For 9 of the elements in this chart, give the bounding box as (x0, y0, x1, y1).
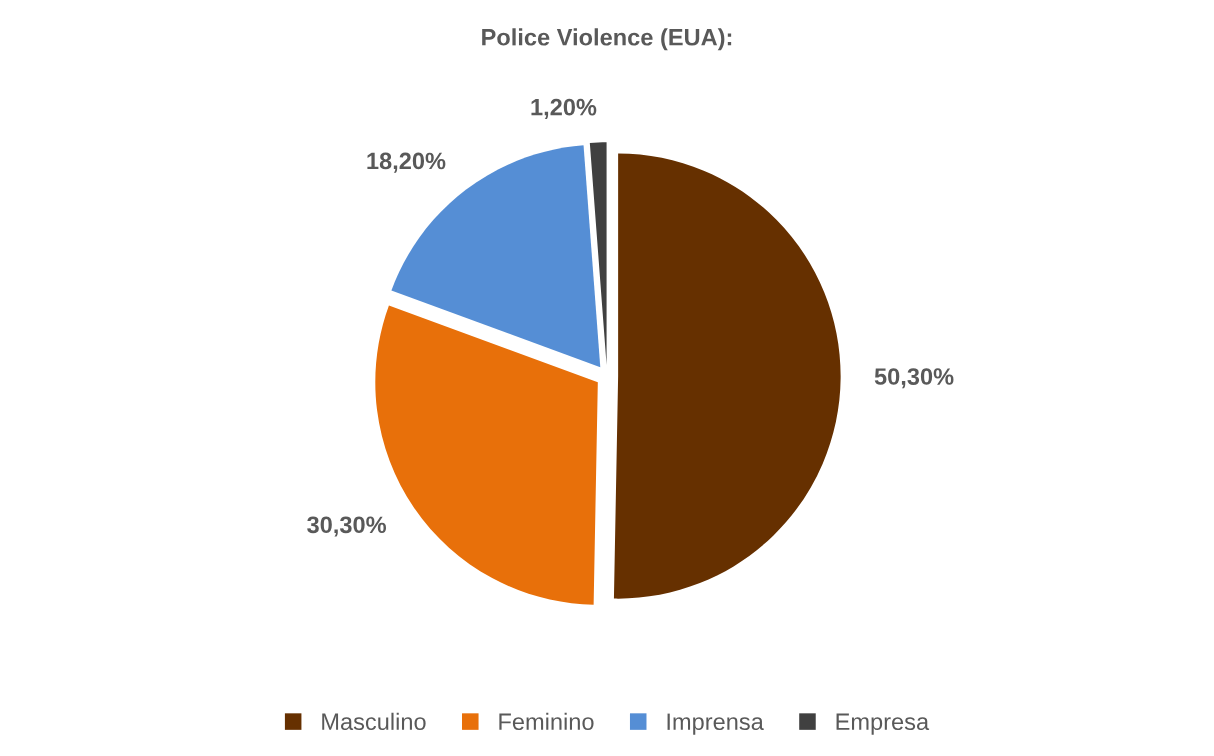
data-label: 50,30% (874, 368, 954, 389)
data-label: 18,20% (367, 152, 446, 173)
data-label: 1,20% (531, 98, 597, 119)
chart-title: Police Violence (EUA): (482, 28, 732, 51)
legend-label: Imprensa (667, 713, 764, 735)
legend-label: Empresa (836, 713, 930, 735)
legend-label: Masculino (322, 712, 426, 731)
legend-label: Feminino (499, 712, 594, 731)
data-label: 30,30% (307, 516, 386, 537)
